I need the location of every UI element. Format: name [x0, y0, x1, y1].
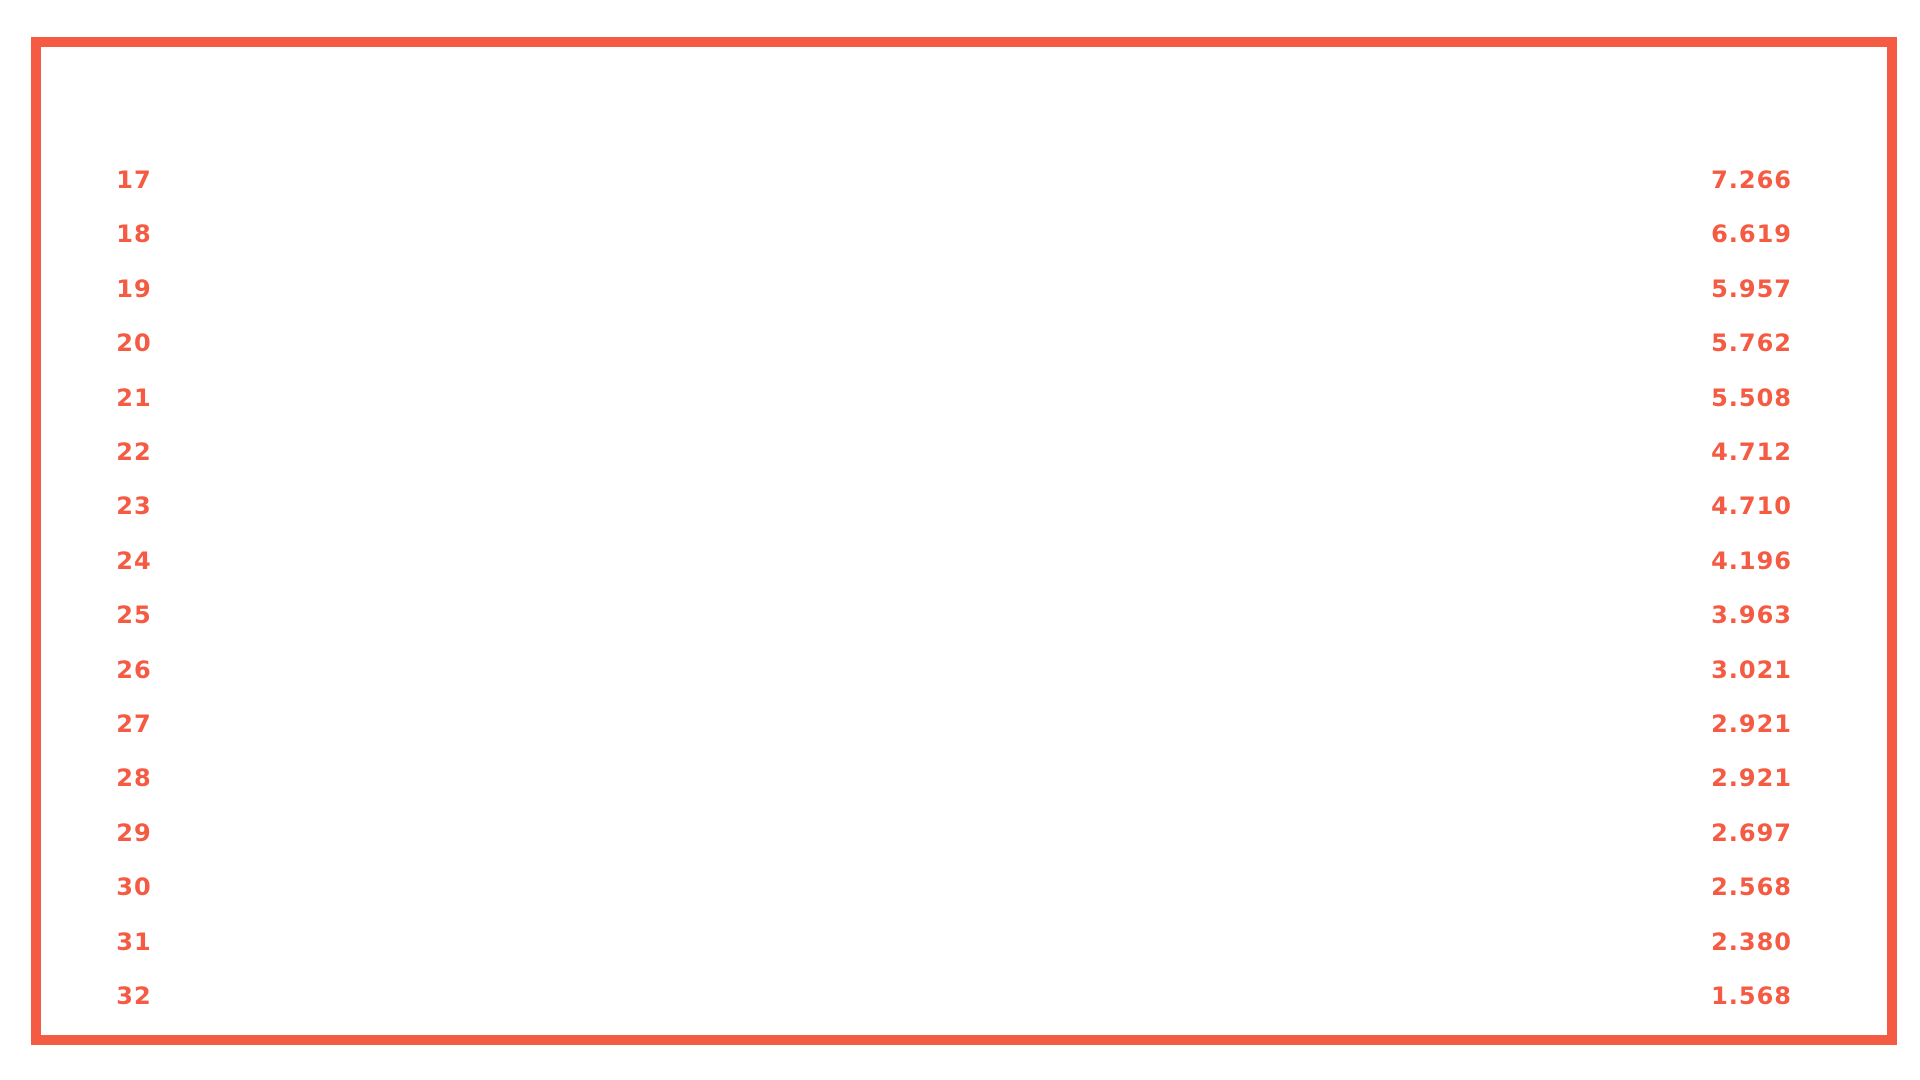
rank-label: 22: [116, 438, 152, 466]
rank-label: 28: [116, 764, 152, 793]
chart-frame: 17 7.266 18 6.619 19 5.957 20 5.762 21 5.508 22 4.7…: [31, 37, 1897, 1045]
value-label: 5.508: [1711, 383, 1792, 412]
value-label: 4.710: [1711, 492, 1792, 521]
value-label: 2.921: [1711, 764, 1792, 793]
rank-label: 23: [116, 492, 152, 521]
value-label: 3.021: [1711, 655, 1792, 684]
rank-label: 24: [116, 546, 152, 575]
value-label: 2.921: [1711, 710, 1792, 738]
value-label: 2.697: [1711, 818, 1792, 847]
rank-label: 27: [116, 710, 152, 738]
value-label: 2.380: [1711, 927, 1792, 956]
rank-label: 17: [116, 166, 152, 194]
value-label: 7.266: [1711, 166, 1792, 194]
value-label: 4.712: [1711, 438, 1792, 466]
value-label: 4.196: [1711, 546, 1792, 575]
rank-label: 30: [116, 873, 152, 902]
value-label: 2.568: [1711, 873, 1792, 902]
value-label: 5.762: [1711, 329, 1792, 358]
rank-label: 26: [116, 655, 152, 684]
value-label: 3.963: [1711, 601, 1792, 630]
value-label: 5.957: [1711, 274, 1792, 303]
value-label: 6.619: [1711, 220, 1792, 249]
rank-label: 25: [116, 601, 152, 630]
rank-label: 19: [116, 274, 152, 303]
value-label: 1.568: [1711, 982, 1792, 1010]
rank-label: 21: [116, 383, 152, 412]
rank-label: 29: [116, 818, 152, 847]
rank-label: 31: [116, 927, 152, 956]
rank-label: 20: [116, 329, 152, 358]
rank-label: 32: [116, 982, 152, 1010]
rank-label: 18: [116, 220, 152, 249]
